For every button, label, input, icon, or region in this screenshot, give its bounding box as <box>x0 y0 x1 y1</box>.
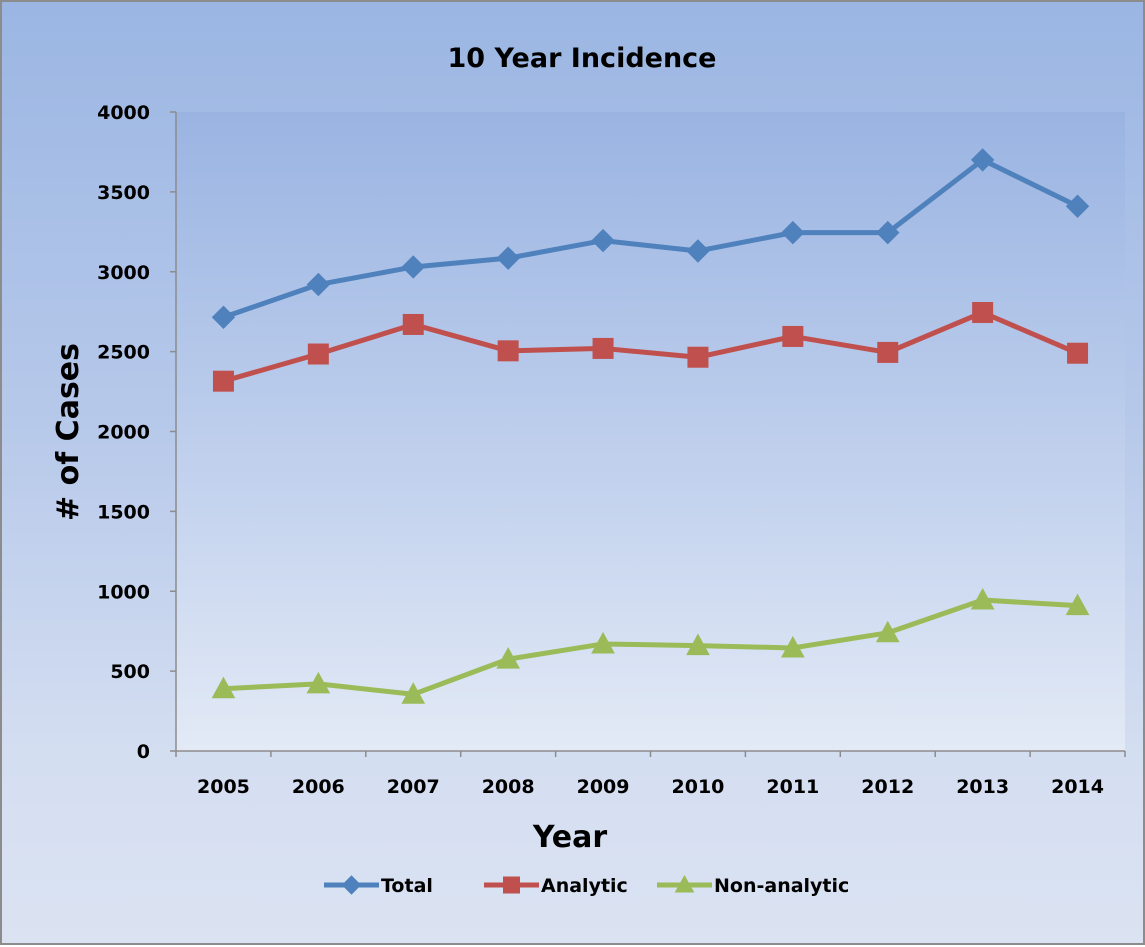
y-tick-label: 2000 <box>97 422 150 444</box>
y-tick-label: 2500 <box>97 342 150 364</box>
data-point-analytic <box>877 341 899 363</box>
series-line-non-analytic <box>220 597 1081 697</box>
x-tick-label: 2014 <box>1051 776 1104 798</box>
data-point-total <box>401 255 425 279</box>
x-tick-label: 2010 <box>672 776 725 798</box>
data-point-non-analytic <box>875 620 900 643</box>
data-point-non-analytic <box>686 633 710 656</box>
data-point-total <box>496 246 520 270</box>
data-point-total <box>211 305 236 329</box>
legend-marker-total <box>341 875 362 895</box>
y-axis-title: # of Cases <box>51 343 86 521</box>
data-point-total <box>591 228 615 253</box>
data-point-analytic <box>972 301 994 323</box>
data-point-non-analytic <box>1065 593 1090 616</box>
data-point-total <box>1065 194 1090 218</box>
y-axis-ticks: 0 500 1000 1500 2000 2500 3000 3500 4000 <box>97 102 176 763</box>
data-point-total <box>970 148 995 172</box>
data-point-total <box>781 220 805 245</box>
data-point-non-analytic <box>781 635 805 658</box>
data-point-non-analytic <box>496 647 520 669</box>
series <box>211 148 1090 704</box>
data-point-analytic <box>1067 342 1089 364</box>
x-tick-label: 2013 <box>956 776 1009 798</box>
data-point-non-analytic <box>211 676 236 699</box>
series-total <box>211 148 1090 329</box>
chart-title: 10 Year Incidence <box>448 43 717 74</box>
data-point-analytic <box>212 370 234 392</box>
legend-entry-analytic: Analytic <box>484 875 628 897</box>
y-tick-label: 4000 <box>97 102 150 124</box>
series-non-analytic <box>211 587 1090 704</box>
x-tick-label: 2006 <box>292 776 345 798</box>
data-point-non-analytic <box>306 671 331 694</box>
legend-label-analytic: Analytic <box>541 875 628 897</box>
data-point-analytic <box>687 346 709 368</box>
legend-label-non-analytic: Non-analytic <box>714 875 849 897</box>
x-axis-title: Year <box>532 820 608 855</box>
data-point-total <box>876 220 900 245</box>
series-line-total <box>220 157 1081 320</box>
x-tick-label: 2012 <box>861 776 914 798</box>
series-analytic <box>212 301 1089 392</box>
data-point-analytic <box>782 325 804 347</box>
legend-entry-total: Total <box>324 875 433 897</box>
x-tick-label: 2007 <box>387 776 440 798</box>
data-point-analytic <box>307 343 329 365</box>
legend-marker-non-analytic <box>674 874 695 893</box>
y-tick-label: 0 <box>137 741 150 763</box>
y-tick-label: 3000 <box>97 262 150 284</box>
data-point-total <box>686 239 710 263</box>
y-tick-label: 3500 <box>97 182 150 204</box>
y-tick-label: 500 <box>110 661 150 683</box>
data-point-non-analytic <box>591 631 615 654</box>
y-tick-label: 1000 <box>97 581 150 603</box>
x-tick-label: 2009 <box>577 776 630 798</box>
series-line-analytic <box>220 309 1081 384</box>
data-point-analytic <box>592 337 614 359</box>
data-point-non-analytic <box>970 587 995 610</box>
y-tick-label: 1500 <box>97 501 150 523</box>
x-tick-label: 2011 <box>766 776 819 798</box>
data-point-analytic <box>402 313 424 335</box>
legend-entry-non-analytic: Non-analytic <box>657 874 849 897</box>
x-tick-label: 2008 <box>482 776 535 798</box>
legend-marker-analytic <box>503 876 520 894</box>
x-tick-label: 2005 <box>197 776 250 798</box>
legend: Total Analytic Non-analytic <box>324 874 849 897</box>
x-axis-ticks: 2005 2006 2007 2008 2009 2010 2011 2012 2013 2014 <box>175 751 1126 798</box>
data-point-non-analytic <box>401 682 426 704</box>
plot-area <box>176 112 1125 751</box>
data-point-analytic <box>497 340 519 362</box>
data-point-total <box>306 272 331 297</box>
legend-label-total: Total <box>381 875 433 897</box>
